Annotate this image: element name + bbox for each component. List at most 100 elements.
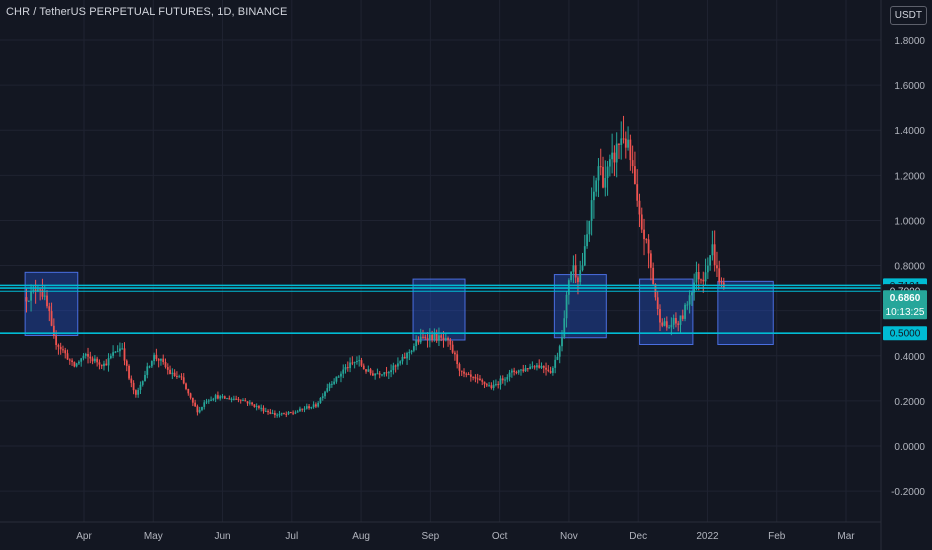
candle-body: [244, 400, 247, 402]
candle-body: [661, 322, 664, 326]
chart-grid: [0, 0, 881, 522]
candle-body: [454, 352, 456, 355]
candle-body: [105, 363, 108, 366]
y-tick-label: 1.0000: [894, 216, 925, 227]
candle-body: [558, 346, 561, 357]
candle-body: [324, 391, 326, 397]
candle-body: [588, 220, 591, 235]
candle-body: [392, 365, 395, 371]
candle-body: [675, 318, 677, 324]
candle-body: [314, 404, 317, 407]
candle-body: [223, 396, 226, 399]
candle-body: [485, 384, 488, 386]
candle-body: [353, 362, 356, 364]
candle-body: [253, 404, 256, 407]
candle-body: [460, 370, 463, 372]
candle-body: [169, 369, 171, 375]
candle-body: [408, 352, 411, 354]
candle-body: [706, 265, 709, 273]
x-tick-label: Jun: [214, 531, 230, 542]
candle-body: [162, 358, 165, 363]
candle-body: [376, 373, 379, 375]
candle-body: [196, 406, 199, 413]
candle-body: [476, 378, 479, 380]
candle-body: [239, 399, 242, 401]
candle-body: [497, 384, 500, 386]
x-tick-label: Jul: [285, 531, 298, 542]
candle-body: [191, 397, 194, 403]
candle-body: [128, 365, 130, 379]
x-tick-label: Feb: [768, 531, 786, 542]
candle-body: [235, 398, 238, 400]
candle-body: [287, 412, 290, 414]
candle-body: [155, 354, 158, 359]
candle-body: [654, 283, 657, 298]
candle-body: [599, 166, 602, 168]
candle-body: [273, 413, 276, 415]
candle-body: [73, 361, 76, 367]
candle-body: [540, 365, 543, 368]
candle-body: [508, 372, 511, 378]
candle-body: [563, 318, 566, 337]
candle-body: [531, 366, 534, 368]
candle-body: [447, 338, 449, 340]
candle-body: [463, 371, 465, 374]
candle-body: [114, 351, 117, 353]
candle-body: [510, 370, 513, 373]
candle-body: [180, 376, 183, 378]
candle-body: [672, 318, 675, 325]
candle-body: [230, 398, 233, 400]
candle-body: [262, 407, 265, 412]
candle-body: [620, 138, 623, 146]
candle-body: [41, 289, 44, 297]
price-axis[interactable]: 1.80001.60001.40001.20001.00000.80000.60…: [891, 36, 925, 498]
candle-body: [713, 244, 716, 266]
candle-body: [337, 376, 340, 378]
candle-body: [146, 366, 149, 375]
candle-body: [529, 366, 531, 370]
candle-body: [538, 365, 541, 368]
candle-body: [365, 369, 367, 372]
y-tick-label: 1.4000: [894, 126, 925, 137]
candle-body: [520, 369, 522, 371]
candle-body: [634, 166, 636, 185]
candle-body: [718, 268, 721, 283]
candle-body: [153, 354, 156, 362]
currency-button[interactable]: USDT: [889, 6, 927, 25]
candle-body: [565, 294, 568, 319]
symbol-title[interactable]: CHR / TetherUS PERPETUAL FUTURES, 1D, BI…: [6, 6, 288, 18]
candle-body: [561, 336, 563, 347]
candle-body: [387, 372, 390, 374]
candle-body: [467, 374, 470, 376]
candle-body: [513, 370, 516, 373]
candle-body: [32, 289, 35, 292]
candle-body: [189, 393, 192, 398]
candle-body: [267, 410, 269, 413]
price-label: 10:13:25: [886, 307, 925, 318]
candle-body: [305, 406, 308, 409]
candle-body: [492, 384, 495, 388]
candle-body: [66, 353, 69, 360]
time-axis[interactable]: Apr May Jun Jul Aug Sep Oct Nov Dec 2022 Feb Mar: [76, 531, 855, 542]
candle-body: [187, 388, 190, 394]
y-tick-label: 1.6000: [894, 81, 925, 92]
candle-body: [296, 411, 299, 413]
x-tick-label: Oct: [492, 531, 508, 542]
y-tick-label: 1.2000: [894, 171, 925, 182]
candle-body: [121, 348, 124, 350]
candle-body: [362, 365, 365, 370]
candle-body: [394, 365, 397, 367]
horizontal-lines[interactable]: [0, 284, 881, 335]
candle-body: [415, 340, 418, 347]
candle-body: [144, 374, 146, 382]
candle-body: [59, 346, 62, 350]
candle-body: [317, 402, 320, 407]
candle-body: [100, 364, 103, 367]
candle-body: [30, 291, 32, 301]
candle-body: [358, 360, 361, 362]
candle-body: [390, 370, 392, 373]
candle-body: [344, 367, 347, 370]
candle-body: [720, 282, 723, 284]
candle-body: [164, 362, 167, 368]
